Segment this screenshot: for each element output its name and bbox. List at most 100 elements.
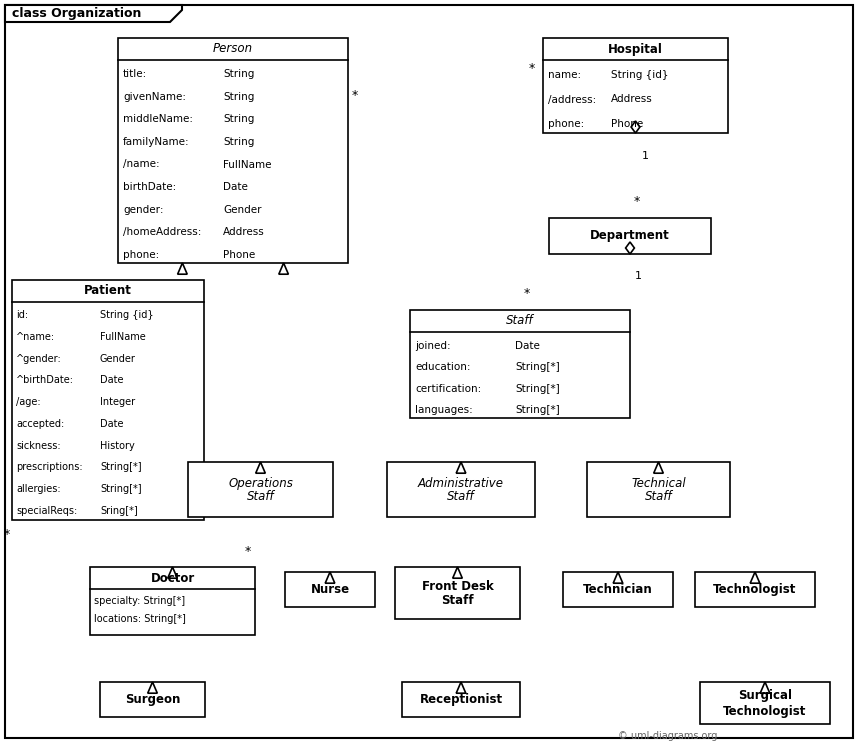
Text: History: History bbox=[100, 441, 135, 450]
Text: Hospital: Hospital bbox=[608, 43, 663, 55]
Text: Technologist: Technologist bbox=[723, 704, 807, 718]
Text: String {id}: String {id} bbox=[611, 70, 668, 80]
Text: languages:: languages: bbox=[415, 406, 473, 415]
Text: 1: 1 bbox=[642, 151, 648, 161]
Text: Administrative: Administrative bbox=[418, 477, 504, 490]
Text: © uml-diagrams.org: © uml-diagrams.org bbox=[618, 731, 717, 741]
Bar bbox=[410, 310, 630, 418]
Text: *: * bbox=[529, 62, 535, 75]
Text: FullName: FullName bbox=[223, 160, 272, 170]
Text: ^name:: ^name: bbox=[16, 332, 55, 341]
Text: Staff: Staff bbox=[447, 490, 475, 503]
Bar bbox=[700, 682, 830, 724]
Bar bbox=[563, 572, 673, 607]
Bar bbox=[118, 38, 348, 263]
Text: Receptionist: Receptionist bbox=[420, 693, 502, 706]
Text: familyName:: familyName: bbox=[123, 137, 189, 147]
Text: phone:: phone: bbox=[123, 249, 159, 260]
Bar bbox=[12, 280, 204, 520]
Text: Date: Date bbox=[515, 341, 540, 351]
Text: Staff: Staff bbox=[645, 490, 673, 503]
Text: ^birthDate:: ^birthDate: bbox=[16, 375, 74, 385]
Text: Date: Date bbox=[223, 182, 248, 192]
Text: String: String bbox=[223, 69, 255, 79]
Text: Department: Department bbox=[590, 229, 670, 243]
Text: specialReqs:: specialReqs: bbox=[16, 506, 77, 516]
Text: String {id}: String {id} bbox=[100, 310, 154, 320]
Text: prescriptions:: prescriptions: bbox=[16, 462, 83, 473]
Text: String[*]: String[*] bbox=[100, 484, 142, 495]
Bar bbox=[543, 38, 728, 133]
Text: /name:: /name: bbox=[123, 160, 160, 170]
Text: specialty: String[*]: specialty: String[*] bbox=[94, 596, 185, 606]
Text: locations: String[*]: locations: String[*] bbox=[94, 614, 186, 624]
Text: Technical: Technical bbox=[631, 477, 685, 490]
Bar bbox=[549, 218, 711, 254]
Text: Staff: Staff bbox=[507, 314, 534, 327]
Text: String[*]: String[*] bbox=[515, 384, 560, 394]
Text: gender:: gender: bbox=[123, 205, 163, 214]
Bar bbox=[695, 572, 815, 607]
Text: joined:: joined: bbox=[415, 341, 451, 351]
Text: String[*]: String[*] bbox=[100, 462, 142, 473]
Text: Gender: Gender bbox=[223, 205, 261, 214]
Text: certification:: certification: bbox=[415, 384, 482, 394]
Text: Date: Date bbox=[100, 375, 124, 385]
Text: *: * bbox=[352, 90, 359, 102]
Text: *: * bbox=[244, 545, 251, 558]
Text: birthDate:: birthDate: bbox=[123, 182, 176, 192]
Text: Front Desk: Front Desk bbox=[421, 580, 494, 592]
Bar bbox=[402, 682, 520, 717]
Text: title:: title: bbox=[123, 69, 147, 79]
Text: Sring[*]: Sring[*] bbox=[100, 506, 138, 516]
Text: Phone: Phone bbox=[611, 119, 643, 128]
Bar bbox=[587, 462, 730, 517]
Text: accepted:: accepted: bbox=[16, 419, 64, 429]
Text: /homeAddress:: /homeAddress: bbox=[123, 227, 201, 237]
Text: Date: Date bbox=[100, 419, 124, 429]
Text: Staff: Staff bbox=[247, 490, 274, 503]
Text: education:: education: bbox=[415, 362, 470, 372]
Text: Operations: Operations bbox=[228, 477, 293, 490]
Text: String: String bbox=[223, 137, 255, 147]
Text: phone:: phone: bbox=[548, 119, 584, 128]
Text: sickness:: sickness: bbox=[16, 441, 60, 450]
Text: Address: Address bbox=[611, 95, 653, 105]
Text: Gender: Gender bbox=[100, 353, 136, 364]
Text: Doctor: Doctor bbox=[150, 571, 194, 584]
Text: String[*]: String[*] bbox=[515, 406, 560, 415]
Text: Technician: Technician bbox=[583, 583, 653, 596]
Bar bbox=[387, 462, 535, 517]
Text: Surgical: Surgical bbox=[738, 689, 792, 702]
Text: 1: 1 bbox=[635, 271, 642, 281]
Text: /address:: /address: bbox=[548, 95, 596, 105]
Bar bbox=[100, 682, 205, 717]
Text: middleName:: middleName: bbox=[123, 114, 193, 125]
Text: id:: id: bbox=[16, 310, 28, 320]
Bar bbox=[395, 567, 520, 619]
Text: String: String bbox=[223, 114, 255, 125]
Text: ^gender:: ^gender: bbox=[16, 353, 62, 364]
Text: name:: name: bbox=[548, 70, 581, 80]
Text: Nurse: Nurse bbox=[310, 583, 349, 596]
Bar bbox=[285, 572, 375, 607]
Text: allergies:: allergies: bbox=[16, 484, 60, 495]
Text: Technologist: Technologist bbox=[713, 583, 796, 596]
Text: class Organization: class Organization bbox=[12, 7, 141, 20]
Text: givenName:: givenName: bbox=[123, 92, 186, 102]
Text: String[*]: String[*] bbox=[515, 362, 560, 372]
Text: String: String bbox=[223, 92, 255, 102]
Bar bbox=[188, 462, 333, 517]
Text: Staff: Staff bbox=[441, 595, 474, 607]
Text: *: * bbox=[4, 528, 10, 541]
Bar bbox=[90, 567, 255, 635]
Text: Address: Address bbox=[223, 227, 265, 237]
Text: FullName: FullName bbox=[100, 332, 145, 341]
Text: Phone: Phone bbox=[223, 249, 255, 260]
Polygon shape bbox=[5, 5, 182, 22]
Text: Patient: Patient bbox=[84, 285, 132, 297]
Text: Integer: Integer bbox=[100, 397, 135, 407]
Text: Person: Person bbox=[213, 43, 253, 55]
Text: *: * bbox=[524, 287, 531, 300]
Text: Surgeon: Surgeon bbox=[125, 693, 181, 706]
